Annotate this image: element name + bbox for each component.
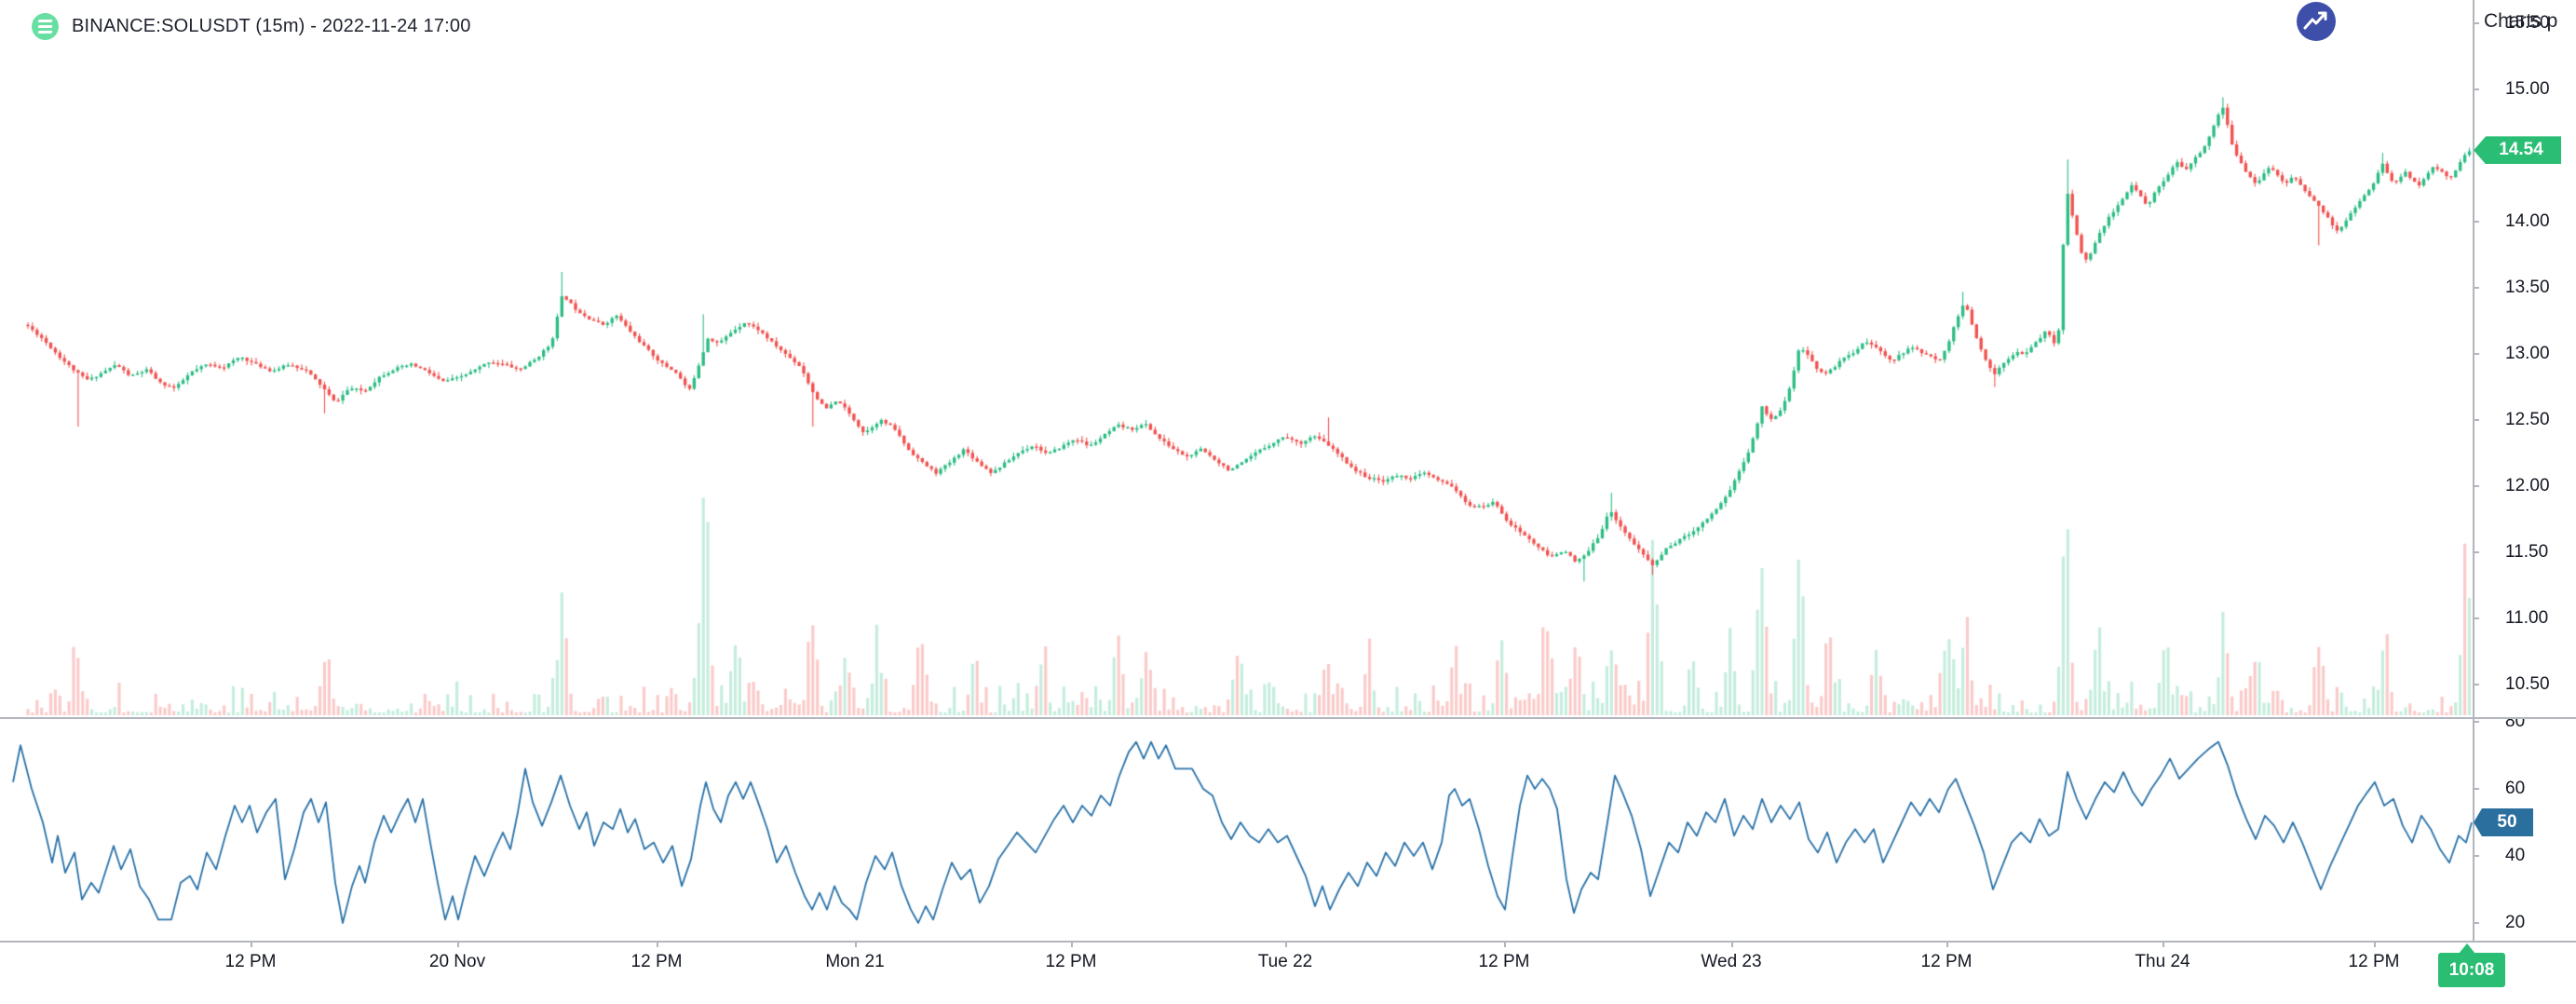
- time-tick-mark: [657, 941, 658, 947]
- time-tick-label: 20 Nov: [428, 952, 486, 971]
- rsi-tick-mark: [2473, 922, 2479, 924]
- rsi-axis[interactable]: 80 60 40 20: [2473, 719, 2576, 939]
- time-tick-mark: [2162, 941, 2164, 947]
- pane-divider[interactable]: [0, 717, 2576, 719]
- price-tick-label: 12.00: [2505, 476, 2550, 495]
- price-tick-label: 13.00: [2505, 344, 2550, 363]
- price-tick-label: 10.50: [2505, 674, 2550, 694]
- time-tick-label: 12 PM: [1478, 952, 1530, 971]
- time-tick-mark: [457, 941, 459, 947]
- price-tick-mark: [2473, 551, 2479, 553]
- price-tick-label: 11.00: [2505, 608, 2549, 628]
- chart-title: BINANCE:SOLUSDT (15m) - 2022-11-24 17:00: [72, 16, 471, 36]
- price-tick-mark: [2473, 353, 2479, 355]
- time-tick-mark: [1071, 941, 1073, 947]
- rsi-tick-label: 20: [2505, 913, 2526, 932]
- price-tick-label: 15.00: [2505, 79, 2550, 99]
- price-axis-line[interactable]: [2473, 0, 2474, 941]
- time-tick-label: 12 PM: [1920, 952, 1973, 971]
- time-tick-mark: [2374, 941, 2376, 947]
- time-tick-mark: [855, 941, 857, 947]
- time-tick-mark: [1285, 941, 1287, 947]
- last-price-tag: 14.54: [2474, 136, 2561, 165]
- time-tick-label: Wed 23: [1701, 952, 1762, 971]
- rsi-value-tag: 50: [2474, 808, 2533, 836]
- price-tick-mark: [2473, 22, 2479, 24]
- price-tick-mark: [2473, 287, 2479, 289]
- rsi-tick-mark: [2473, 721, 2479, 723]
- price-tick-label: 11.50: [2505, 542, 2549, 562]
- price-tick-label: 15.50: [2505, 13, 2550, 33]
- time-tick-label: 12 PM: [224, 952, 277, 971]
- rsi-tick-mark: [2473, 855, 2479, 857]
- time-tick-mark: [1946, 941, 1948, 947]
- time-tick-label: 12 PM: [2348, 952, 2400, 971]
- rsi-tick-label: 40: [2505, 846, 2526, 865]
- price-tick-mark: [2473, 88, 2479, 90]
- time-tick-label: Tue 22: [1257, 952, 1313, 971]
- time-tick-mark: [251, 941, 252, 947]
- trending-up-icon[interactable]: [2297, 2, 2336, 41]
- time-tick-label: 12 PM: [630, 952, 683, 971]
- price-tick-label: 13.50: [2505, 278, 2550, 297]
- rsi-tick-mark: [2473, 788, 2479, 790]
- price-tick-mark: [2473, 684, 2479, 685]
- price-tick-mark: [2473, 617, 2479, 619]
- time-tick-mark: [1731, 941, 1733, 947]
- price-tick-label: 14.00: [2505, 211, 2550, 231]
- price-tick-mark: [2473, 485, 2479, 487]
- chart-header: BINANCE:SOLUSDT (15m) - 2022-11-24 17:00: [32, 13, 471, 40]
- time-tick-mark: [1504, 941, 1506, 947]
- attribution-watermark[interactable]: Charts p: [2484, 10, 2558, 32]
- price-tick-mark: [2473, 221, 2479, 223]
- price-tick-label: 12.50: [2505, 410, 2550, 429]
- rsi-tick-label: 60: [2505, 779, 2526, 798]
- rsi-tick-label: 80: [2505, 719, 2526, 731]
- solana-icon: [32, 13, 59, 40]
- price-tick-mark: [2473, 419, 2479, 421]
- countdown-tag-notch: [2459, 943, 2475, 954]
- countdown-tag: 10:08: [2438, 953, 2505, 987]
- time-tick-label: 12 PM: [1045, 952, 1097, 971]
- time-axis-line[interactable]: [0, 941, 2576, 943]
- time-tick-label: Thu 24: [2135, 952, 2190, 971]
- time-tick-label: Mon 21: [825, 952, 885, 971]
